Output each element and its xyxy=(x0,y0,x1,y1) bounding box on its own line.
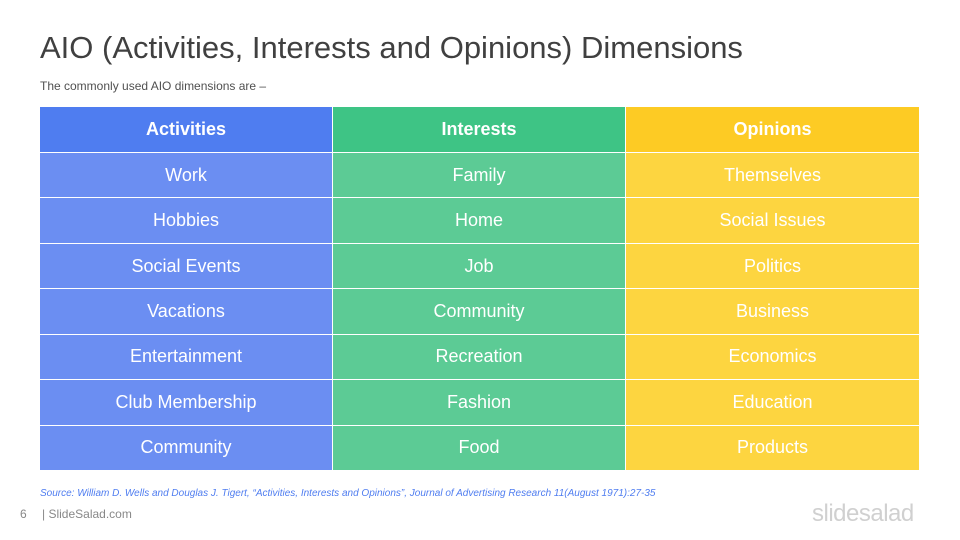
slide-subtitle: The commonly used AIO dimensions are – xyxy=(40,79,267,93)
interests-cell: Job xyxy=(333,243,626,290)
slide-title: AIO (Activities, Interests and Opinions)… xyxy=(40,30,743,65)
page-number: 6 xyxy=(20,507,27,521)
opinions-cell: Business xyxy=(626,289,919,335)
activities-cell: Community xyxy=(40,425,333,471)
aio-table: Activities Interests Opinions Work Famil… xyxy=(40,107,919,471)
interests-cell: Home xyxy=(333,198,626,244)
activities-cell: Vacations xyxy=(40,289,333,335)
interests-cell: Recreation xyxy=(333,334,626,381)
slidesalad-logo: slidesalad xyxy=(812,500,914,527)
header-opinions: Opinions xyxy=(626,107,919,153)
header-activities: Activities xyxy=(40,107,333,153)
opinions-cell: Social Issues xyxy=(626,198,919,244)
activities-cell: Work xyxy=(40,153,333,199)
opinions-cell: Products xyxy=(626,425,919,471)
interests-cell: Fashion xyxy=(333,380,626,426)
interests-cell: Food xyxy=(333,425,626,471)
opinions-cell: Politics xyxy=(626,243,919,290)
footer-site-link[interactable]: | SlideSalad.com xyxy=(42,507,132,521)
activities-cell: Club Membership xyxy=(40,380,333,426)
opinions-cell: Economics xyxy=(626,334,919,381)
activities-cell: Entertainment xyxy=(40,334,333,381)
opinions-cell: Education xyxy=(626,380,919,426)
source-citation: Source: William D. Wells and Douglas J. … xyxy=(40,488,656,499)
interests-cell: Family xyxy=(333,153,626,199)
opinions-cell: Themselves xyxy=(626,153,919,199)
header-interests: Interests xyxy=(333,107,626,153)
interests-cell: Community xyxy=(333,289,626,335)
activities-cell: Social Events xyxy=(40,243,333,290)
activities-cell: Hobbies xyxy=(40,198,333,244)
